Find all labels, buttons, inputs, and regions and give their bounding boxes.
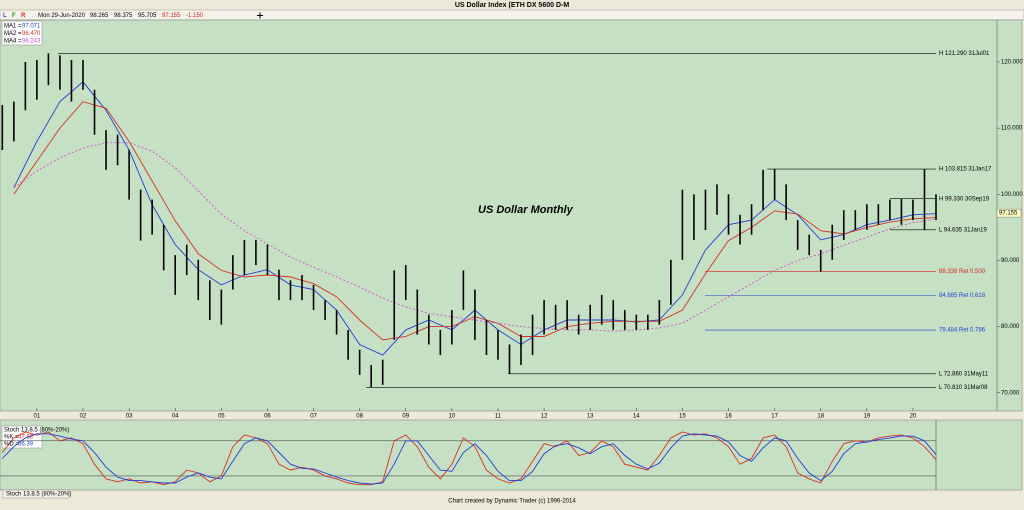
level-label: L 94.635 31Jan19 — [939, 227, 987, 233]
level-label: L 70.810 31Mar08 — [939, 385, 988, 391]
stoch-line — [1, 433, 937, 485]
x-tick-label: 08 — [356, 414, 363, 420]
x-tick-label: 09 — [402, 414, 409, 420]
legend-value: 96.243 — [22, 39, 41, 45]
legend-value: 96.470 — [22, 31, 41, 37]
level-label: L 72.860 31May11 — [939, 371, 989, 377]
price-panel — [0, 19, 1023, 412]
level-label: H 103.815 31Jan17 — [939, 167, 992, 173]
legend-name: MA2 = — [4, 31, 22, 37]
add-icon[interactable] — [257, 12, 263, 19]
tab[interactable] — [2, 489, 70, 499]
stoch-legend — [1, 425, 43, 449]
x-tick-label: 10 — [449, 414, 456, 420]
chart-annotation: US Dollar Monthly — [478, 204, 574, 216]
stoch-panel — [0, 419, 1023, 491]
quote-change: -1.150 — [186, 13, 204, 19]
x-tick-label: 20 — [910, 414, 917, 420]
y-tick-label: 120.000 — [1001, 60, 1023, 66]
x-tick-label: 05 — [218, 414, 225, 420]
x-tick-label: 14 — [633, 414, 640, 420]
legend — [1, 20, 43, 46]
y-tick-label: 80.000 — [1001, 324, 1020, 330]
x-tick-label: 03 — [126, 414, 133, 420]
level-label: 84.685 Ret 0.618 — [939, 293, 986, 299]
x-tick-label: 15 — [679, 414, 686, 420]
y-tick-label: 90.000 — [1001, 258, 1020, 264]
y-tick-label: 110.000 — [1001, 126, 1023, 132]
stoch-legend-name: %K = — [4, 435, 19, 441]
legend-value: 97.071 — [22, 24, 41, 30]
stoch-line — [1, 431, 937, 486]
window-title: US Dollar Index (ETH DX 5600 D-M — [455, 2, 570, 9]
level-label: 79.484 Ret 0.786 — [939, 328, 986, 334]
y-tick-label: 100.000 — [1001, 192, 1023, 198]
quote-high: 98.375 — [114, 13, 133, 19]
stoch-legend-name: %D = — [4, 442, 19, 448]
legend-name: MA1 = — [4, 24, 22, 30]
stoch-title: Stoch 13,8,5 (80%-20%) — [4, 428, 69, 434]
level-label: H 99.330 30Sep19 — [939, 196, 990, 202]
quote-close: 97.155 — [162, 13, 181, 19]
quote-open: 98.265 — [90, 13, 109, 19]
level-label: 88.338 Ret 0.500 — [939, 269, 986, 275]
legend-name: MA4 = — [4, 39, 22, 45]
y-tick-label: 70.000 — [1001, 390, 1020, 396]
x-tick-label: 17 — [771, 414, 778, 420]
flag: R — [21, 13, 26, 19]
level-label: H 121.290 31Jul01 — [939, 51, 990, 57]
x-tick-label: 19 — [863, 414, 870, 420]
last-price-label: 97.155 — [999, 211, 1018, 217]
tab-label[interactable]: Stoch 13,8,5 (80%-20%) — [6, 492, 71, 498]
x-tick-label: 04 — [172, 414, 179, 420]
quote-low: 95.705 — [138, 13, 157, 19]
x-tick-label: 16 — [725, 414, 732, 420]
x-tick-label: 06 — [264, 414, 271, 420]
flag: L — [3, 13, 7, 19]
x-tick-label: 12 — [541, 414, 548, 420]
x-tick-label: 07 — [310, 414, 317, 420]
x-tick-label: 01 — [34, 414, 41, 420]
x-tick-label: 02 — [80, 414, 87, 420]
x-tick-label: 13 — [587, 414, 594, 420]
x-tick-label: 11 — [495, 414, 502, 420]
last-price-box — [996, 208, 1022, 218]
footer: Chart created by Dynamic Trader (c) 1996… — [448, 499, 576, 505]
x-tick-label: 18 — [817, 414, 824, 420]
stoch-legend-value: 56.39 — [18, 442, 34, 448]
flag: F — [12, 13, 16, 19]
quote-date: Mon 29-Jun-2020 — [38, 13, 86, 19]
